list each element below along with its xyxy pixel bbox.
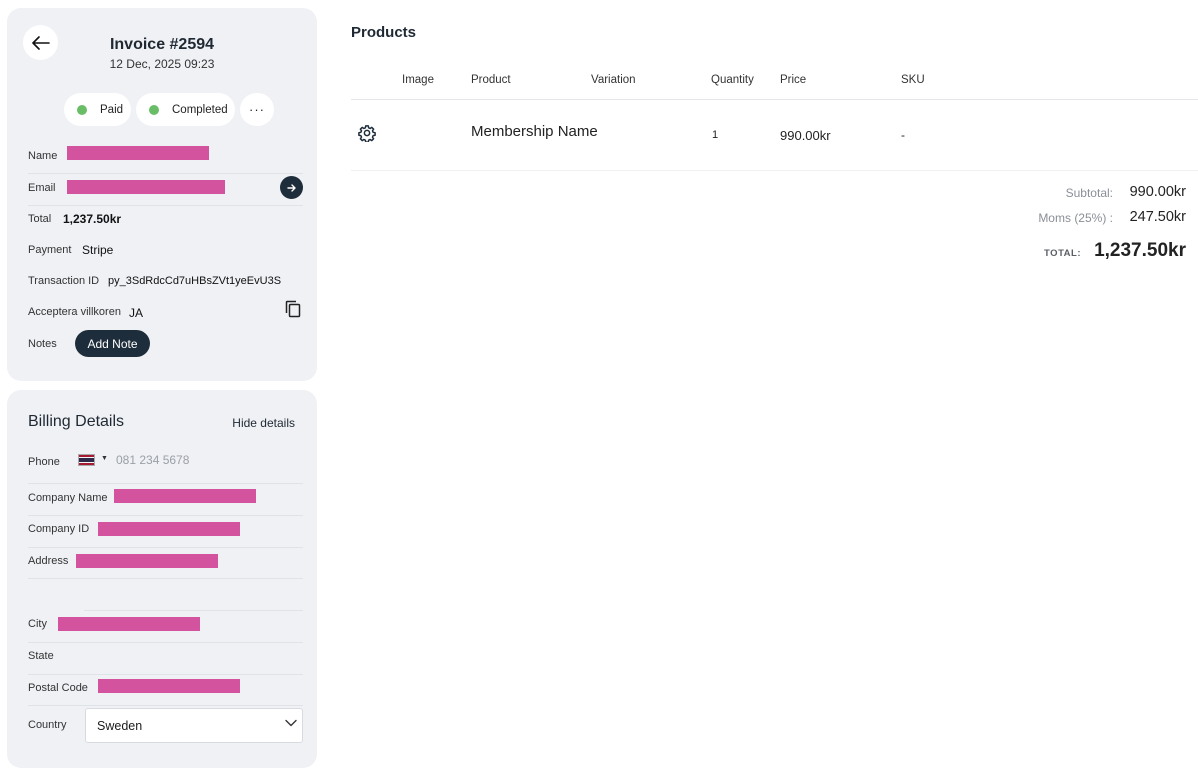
status-dot-icon [77,104,87,115]
country-value: Sweden [97,718,143,733]
transaction-label: Transaction ID [28,275,100,287]
invoice-title: Invoice #2594 [109,36,215,53]
email-send-button[interactable] [280,176,303,199]
postal-code-row: Postal Code [28,674,303,706]
product-name: Membership Name [471,123,598,140]
status-label: Paid [100,103,124,116]
payment-value: Stripe [82,243,114,257]
terms-value: JA [129,306,144,320]
gear-icon[interactable] [358,124,376,142]
notes-label: Notes [28,338,57,350]
products-table-header: Image Product Variation Quantity Price S… [351,64,1198,100]
column-header-variation: Variation [591,74,636,86]
terms-row: Acceptera villkoren JA [28,300,303,332]
city-redacted [58,617,200,631]
email-label: Email [28,182,56,194]
billing-title: Billing Details [28,413,125,430]
product-quantity: 1 [712,129,719,141]
thailand-flag-icon[interactable] [78,454,95,466]
total-label: Total [28,213,52,225]
email-redacted [67,180,225,194]
country-label: Country [28,719,67,731]
copy-icon[interactable] [285,300,301,318]
add-note-button[interactable]: Add Note [75,330,150,357]
company-id-redacted [98,522,240,536]
name-label: Name [28,150,58,162]
terms-label: Acceptera villkoren [28,306,121,318]
more-options-button[interactable]: ··· [240,93,274,126]
city-row: City [28,611,303,643]
chevron-down-icon [285,719,297,727]
country-select[interactable]: Sweden [85,708,303,743]
company-name-label: Company Name [28,492,108,504]
address-row: Address [28,547,303,579]
column-header-product: Product [471,74,511,86]
country-row: Country Sweden [28,708,303,748]
company-name-row: Company Name [28,484,303,516]
payment-row: Payment Stripe [28,238,303,270]
back-button[interactable] [23,25,58,60]
address-line-2-field[interactable] [84,579,303,611]
subtotal-label: Subtotal: [1065,186,1113,200]
tax-label: Moms (25%) : [1038,211,1113,225]
arrow-right-icon [286,183,296,192]
tax-value: 247.50kr [1129,209,1186,225]
arrow-left-icon [31,35,50,50]
invoice-date: 12 Dec, 2025 09:23 [109,57,215,71]
more-icon: ··· [249,102,265,117]
state-row: State [28,643,303,675]
invoice-summary-card: Invoice #2594 12 Dec, 2025 09:23 Paid Co… [7,8,317,381]
column-header-sku: SKU [901,74,925,86]
billing-details-card: Billing Details Hide details Phone ▼ 081… [7,390,317,768]
chevron-down-icon: ▼ [101,455,108,462]
products-title: Products [351,24,417,41]
hide-details-link[interactable]: Hide details [232,416,295,430]
column-header-image: Image [402,74,434,86]
notes-row: Notes Add Note [28,330,303,362]
phone-label: Phone [28,456,60,468]
product-sku: - [901,128,905,142]
company-id-row: Company ID [28,516,303,548]
city-label: City [28,618,47,630]
grand-total-label: TOTAL: [1044,248,1081,259]
postal-code-label: Postal Code [28,682,88,694]
status-label: Completed [172,103,228,116]
total-value: 1,237.50kr [63,212,122,226]
column-header-quantity: Quantity [711,74,754,86]
transaction-row: Transaction ID py_3SdRdcCd7uHBsZVt1yeEvU… [28,269,303,301]
total-row: Total 1,237.50kr [28,206,303,238]
transaction-value: py_3SdRdcCd7uHBsZVt1yeEvU3S [108,275,282,287]
email-row: Email [28,174,303,206]
subtotal-value: 990.00kr [1129,184,1186,200]
product-price: 990.00kr [780,128,831,143]
company-id-label: Company ID [28,523,90,535]
table-row: Membership Name 1 990.00kr - [351,101,1198,171]
name-redacted [67,146,209,160]
column-header-price: Price [780,74,807,86]
company-name-redacted [114,489,256,503]
status-badge-paid[interactable]: Paid [64,93,131,126]
payment-label: Payment [28,244,72,256]
postal-code-redacted [98,679,240,693]
address-redacted [76,554,218,568]
state-label: State [28,650,54,662]
status-dot-icon [149,104,159,115]
status-badge-completed[interactable]: Completed [136,93,235,126]
phone-row: Phone ▼ 081 234 5678 [28,452,303,484]
grand-total-value: 1,237.50kr [1094,240,1186,261]
name-row: Name [28,142,303,174]
phone-input[interactable]: 081 234 5678 [116,453,190,467]
address-label: Address [28,555,69,567]
